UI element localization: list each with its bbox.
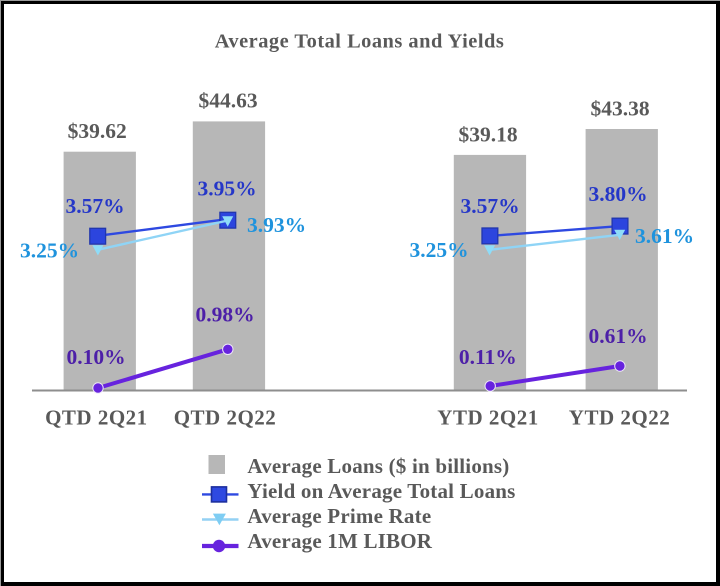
svg-text:3.57%: 3.57% [460,194,519,218]
svg-text:Average 1M LIBOR: Average 1M LIBOR [247,529,432,553]
svg-text:0.98%: 0.98% [195,302,254,326]
svg-text:Average Loans ($ in billions): Average Loans ($ in billions) [247,454,509,478]
svg-text:$43.38: $43.38 [590,96,649,120]
svg-text:Average Total Loans and Yields: Average Total Loans and Yields [215,31,505,53]
svg-text:3.93%: 3.93% [247,213,306,237]
svg-text:YTD 2Q22: YTD 2Q22 [569,406,670,430]
svg-text:Yield on Average Total Loans: Yield on Average Total Loans [247,479,515,503]
svg-text:QTD 2Q21: QTD 2Q21 [45,406,148,430]
svg-text:0.11%: 0.11% [459,345,517,369]
svg-text:3.80%: 3.80% [588,182,647,206]
svg-text:$39.18: $39.18 [458,123,517,147]
svg-text:3.25%: 3.25% [20,239,79,263]
svg-text:3.57%: 3.57% [65,194,124,218]
svg-text:0.61%: 0.61% [588,324,647,348]
svg-text:$39.62: $39.62 [68,119,127,143]
svg-text:3.61%: 3.61% [635,224,694,248]
svg-text:YTD 2Q21: YTD 2Q21 [437,406,538,430]
svg-text:3.95%: 3.95% [197,177,256,201]
svg-text:3.25%: 3.25% [409,238,468,262]
svg-text:0.10%: 0.10% [66,345,125,369]
svg-text:Average Prime Rate: Average Prime Rate [247,504,431,528]
svg-text:$44.63: $44.63 [198,89,257,113]
svg-text:QTD 2Q22: QTD 2Q22 [174,406,277,430]
